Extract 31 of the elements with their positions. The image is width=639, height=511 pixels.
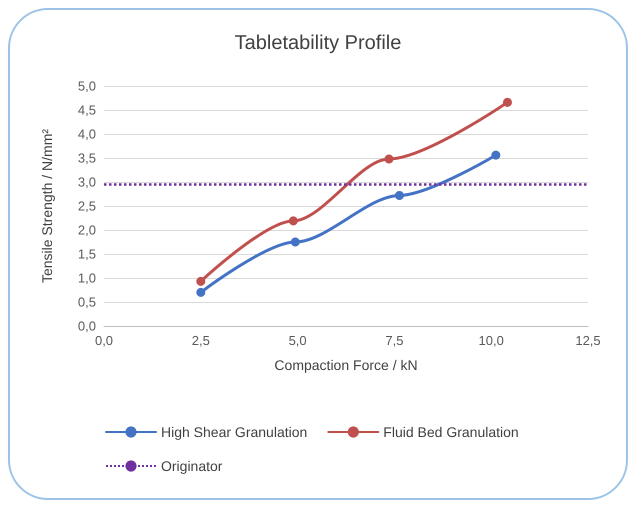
y-tick-label: 3,5: [78, 150, 96, 166]
legend-label: Originator: [161, 458, 223, 474]
point: [196, 276, 206, 286]
legend-label: High Shear Granulation: [161, 424, 308, 440]
x-tick-label: 12,5: [575, 333, 601, 348]
legend-label: Fluid Bed Granulation: [383, 424, 519, 440]
y-axis-title: Tensile Strength / N/mm²: [39, 128, 55, 284]
y-tick-label: 0,0: [78, 318, 96, 334]
x-tick-label: 5,0: [288, 333, 307, 348]
point: [384, 154, 394, 164]
chart-title: Tabletability Profile: [234, 32, 402, 54]
x-tick-label: 2,5: [192, 333, 210, 348]
point: [394, 190, 404, 200]
y-tick-label: 5,0: [78, 78, 96, 94]
point: [502, 98, 512, 107]
y-tick-label: 1,5: [78, 246, 96, 262]
y-tick-label: 0,5: [78, 294, 96, 310]
point: [288, 216, 298, 226]
x-axis-title: Compaction Force / kN: [274, 357, 418, 373]
point: [290, 238, 300, 246]
point: [491, 150, 500, 160]
y-tick-label: 1,0: [78, 270, 96, 286]
point: [196, 288, 206, 297]
x-tick-label: 10,0: [478, 333, 504, 348]
y-tick-label: 2,5: [78, 198, 96, 214]
y-tick-label: 4,5: [78, 102, 96, 118]
y-tick-label: 4,0: [78, 126, 96, 142]
x-tick-label: 7,5: [385, 333, 404, 348]
x-tick-label: 0,0: [94, 333, 114, 348]
y-tick-label: 2,0: [78, 222, 96, 238]
y-tick-label: 3,0: [78, 174, 96, 190]
